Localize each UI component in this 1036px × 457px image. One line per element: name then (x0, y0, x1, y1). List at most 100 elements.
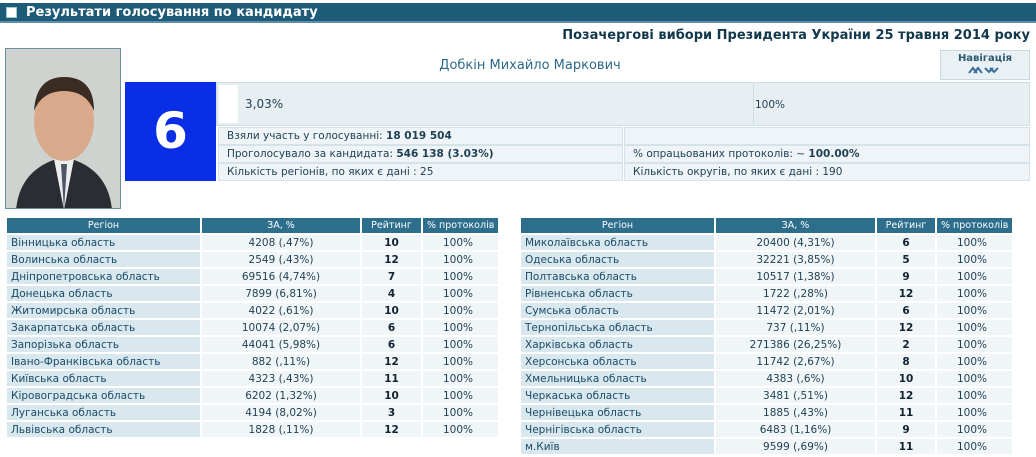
row: Житомирська область 4022 (,61%) 10 100% (7, 303, 499, 318)
stat: Проголосувало за кандидата: 546 138 (3.0… (218, 145, 623, 163)
row: Вінницька область 4208 (,47%) 10 100% (7, 235, 499, 250)
cell: Рівненська область (521, 286, 714, 301)
cell: 100% (423, 320, 499, 335)
cell: Дніпропетровська область (7, 269, 200, 284)
header-row: Регіон ЗА, % Рейтинг% протоколів (7, 218, 499, 233)
row: Херсонська область 11742 (2,67%) 8 100% (521, 354, 1013, 369)
row: Рівненська область 1722 (,28%) 12 100% (521, 286, 1013, 301)
cell: 6202 (1,32%) (202, 388, 360, 403)
cell: Чернігівська область (521, 422, 714, 437)
cell: Чернівецька область (521, 405, 714, 420)
cell: 9599 (,69%) (716, 439, 875, 454)
cell: 100% (937, 354, 1013, 369)
cell: Харківська область (521, 337, 714, 352)
cell: 6 (877, 303, 935, 318)
cell: 100% (937, 286, 1013, 301)
column-header: % протоколів (423, 218, 499, 233)
navigation-label: Навігація (957, 53, 1013, 64)
cell: 7899 (6,81%) (202, 286, 360, 301)
cell: 100% (937, 320, 1013, 335)
cell: 12 (362, 252, 421, 267)
row: Львівська область 1828 (,11%) 12 100% (7, 422, 499, 437)
cell: 12 (362, 422, 421, 437)
cell: 100% (937, 235, 1013, 250)
row: Миколаївська область 20400 (4,31%) 6 100% (521, 235, 1013, 250)
cell: Одеська область (521, 252, 714, 267)
cell: 882 (,11%) (202, 354, 360, 369)
cell: Черкаська область (521, 388, 714, 403)
cell: 100% (937, 388, 1013, 403)
cell: 4208 (,47%) (202, 235, 360, 250)
column-header: Рейтинг (877, 218, 935, 233)
cell: 100% (423, 371, 499, 386)
cell: 100% (423, 354, 499, 369)
cell: Миколаївська область (521, 235, 714, 250)
cell: 11742 (2,67%) (716, 354, 875, 369)
cell: 7 (362, 269, 421, 284)
cell: 100% (423, 422, 499, 437)
cell: 12 (877, 388, 935, 403)
cell: 100% (937, 252, 1013, 267)
progress: 3,03% 100% (216, 82, 1030, 126)
cell: Хмельницька область (521, 371, 714, 386)
column-header: Регіон (7, 218, 200, 233)
row: Запорізька область 44041 (5,98%) 6 100% (7, 337, 499, 352)
cell: 100% (423, 303, 499, 318)
row: Одеська область 32221 (3,85%) 5 100% (521, 252, 1013, 267)
stat: Кількість регіонів, по яких є дані : 25 (218, 163, 623, 181)
cell: 100% (937, 269, 1013, 284)
portrait (6, 49, 120, 208)
cell: 6 (362, 320, 421, 335)
navigation[interactable]: Навігація (940, 50, 1030, 80)
cell: 20400 (4,31%) (716, 235, 875, 250)
cell: 2 (877, 337, 935, 352)
row: Закарпатська область 10074 (2,07%) 6 100% (7, 320, 499, 335)
row: Хмельницька область 4383 (,6%) 10 100% (521, 371, 1013, 386)
cell: 100% (423, 235, 499, 250)
stat: Взяли участь у голосуванні: 18 019 504 (218, 127, 623, 145)
cell: 44041 (5,98%) (202, 337, 360, 352)
nav-arrows[interactable] (965, 64, 1005, 76)
cell: 10 (362, 388, 421, 403)
cell: 4383 (,6%) (716, 371, 875, 386)
cell: 6 (362, 337, 421, 352)
row: Кіровоградська область 6202 (1,32%) 10 100% (7, 388, 499, 403)
cell: 100% (937, 439, 1013, 454)
cell: 12 (877, 286, 935, 301)
cell: Київська область (7, 371, 200, 386)
cell: 100% (423, 286, 499, 301)
cell: 4323 (,43%) (202, 371, 360, 386)
cell: 1722 (,28%) (716, 286, 875, 301)
cell: 100% (423, 388, 499, 403)
cell: Закарпатська область (7, 320, 200, 335)
cell: 10074 (2,07%) (202, 320, 360, 335)
cell: 11472 (2,01%) (716, 303, 875, 318)
stat: % опрацьованих протоколів: ~ 100.00% (624, 145, 1030, 163)
results-table: Регіон ЗА, % Рейтинг% протоколів Миколаївсь… (519, 216, 1014, 456)
row: Чернівецька область 1885 (,43%) 11 100% (521, 405, 1013, 420)
cell: 9 (877, 269, 935, 284)
row: Харківська область 271386 (26,25%) 2 100% (521, 337, 1013, 352)
cell: 100% (937, 405, 1013, 420)
total: 100% (755, 99, 786, 111)
cell: 69516 (4,74%) (202, 269, 360, 284)
cell: 10517 (1,38%) (716, 269, 875, 284)
icon (6, 7, 17, 18)
cell: Луганська область (7, 405, 200, 420)
cell: 9 (877, 422, 935, 437)
cell: 100% (937, 303, 1013, 318)
percent: 3,03% (245, 97, 284, 111)
cell: Кіровоградська область (7, 388, 200, 403)
cell: 4194 (8,02%) (202, 405, 360, 420)
cell: 100% (937, 337, 1013, 352)
title-bar: Результати голосування по кандидату (0, 3, 1036, 23)
cell: 32221 (3,85%) (716, 252, 875, 267)
stat (624, 127, 1030, 145)
cell: 10 (877, 371, 935, 386)
cell: 12 (362, 354, 421, 369)
cell: 100% (937, 371, 1013, 386)
stat-label: Взяли участь у голосуванні: (227, 130, 383, 142)
stat-value: 546 138 (3.03%) (396, 148, 494, 160)
divider (753, 83, 754, 125)
